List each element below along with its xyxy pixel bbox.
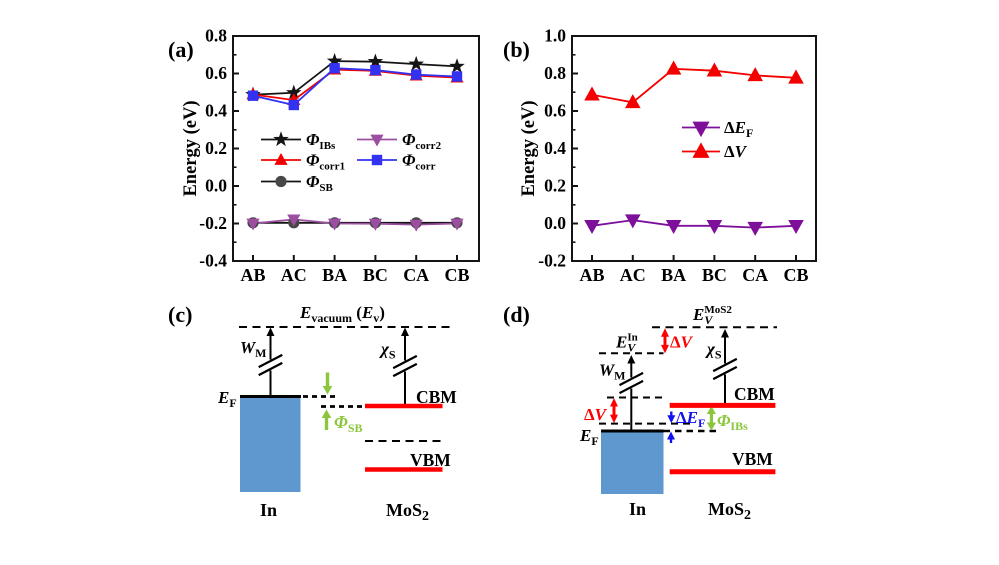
svg-text:BC: BC [702,265,727,285]
svg-text:(c): (c) [168,302,192,327]
svg-text:WM: WM [240,338,266,360]
svg-text:ΔV: ΔV [584,405,608,424]
svg-text:ΔV: ΔV [670,333,694,352]
svg-text:χS: χS [705,340,722,362]
svg-text:In: In [629,499,646,519]
svg-text:EF: EF [579,426,599,448]
svg-text:(d): (d) [503,302,530,327]
svg-text:BA: BA [322,265,347,285]
svg-text:-0.2: -0.2 [199,213,227,233]
svg-text:0.2: 0.2 [544,176,566,196]
svg-text:-0.2: -0.2 [538,251,566,271]
svg-text:AB: AB [579,265,604,285]
svg-text:EVIn: EVIn [615,332,638,355]
svg-text:CB: CB [444,265,469,285]
svg-text:Energy (eV): Energy (eV) [181,100,201,196]
svg-text:0.0: 0.0 [544,213,566,233]
svg-text:VBM: VBM [410,450,451,470]
svg-text:CA: CA [742,265,768,285]
svg-text:0.8: 0.8 [205,26,227,46]
svg-text:0.0: 0.0 [205,176,227,196]
svg-text:1.0: 1.0 [544,26,566,46]
svg-text:χS: χS [379,340,396,362]
svg-text:CA: CA [403,265,429,285]
svg-text:0.2: 0.2 [205,138,227,158]
svg-text:0.4: 0.4 [544,138,566,158]
svg-text:(b): (b) [503,37,530,62]
svg-text:CBM: CBM [734,384,775,404]
svg-text:CB: CB [783,265,808,285]
svg-text:AB: AB [240,265,265,285]
svg-text:-0.4: -0.4 [199,251,227,271]
svg-text:BA: BA [661,265,686,285]
svg-text:Energy (eV): Energy (eV) [519,100,539,196]
svg-text:Evacuum (Ev): Evacuum (Ev) [299,303,385,325]
svg-text:EF: EF [217,388,237,410]
svg-text:0.6: 0.6 [205,63,227,83]
svg-text:0.6: 0.6 [544,101,566,121]
svg-text:VBM: VBM [732,449,773,469]
svg-text:EVMoS2: EVMoS2 [692,304,732,327]
svg-text:CBM: CBM [416,387,457,407]
svg-text:In: In [260,500,277,520]
svg-text:AC: AC [620,265,646,285]
svg-text:BC: BC [363,265,388,285]
svg-text:WM: WM [599,361,625,383]
svg-text:0.4: 0.4 [205,101,227,121]
svg-text:0.8: 0.8 [544,63,566,83]
svg-text:AC: AC [281,265,307,285]
svg-text:(a): (a) [168,37,194,62]
svg-text:ΔV: ΔV [724,142,748,161]
